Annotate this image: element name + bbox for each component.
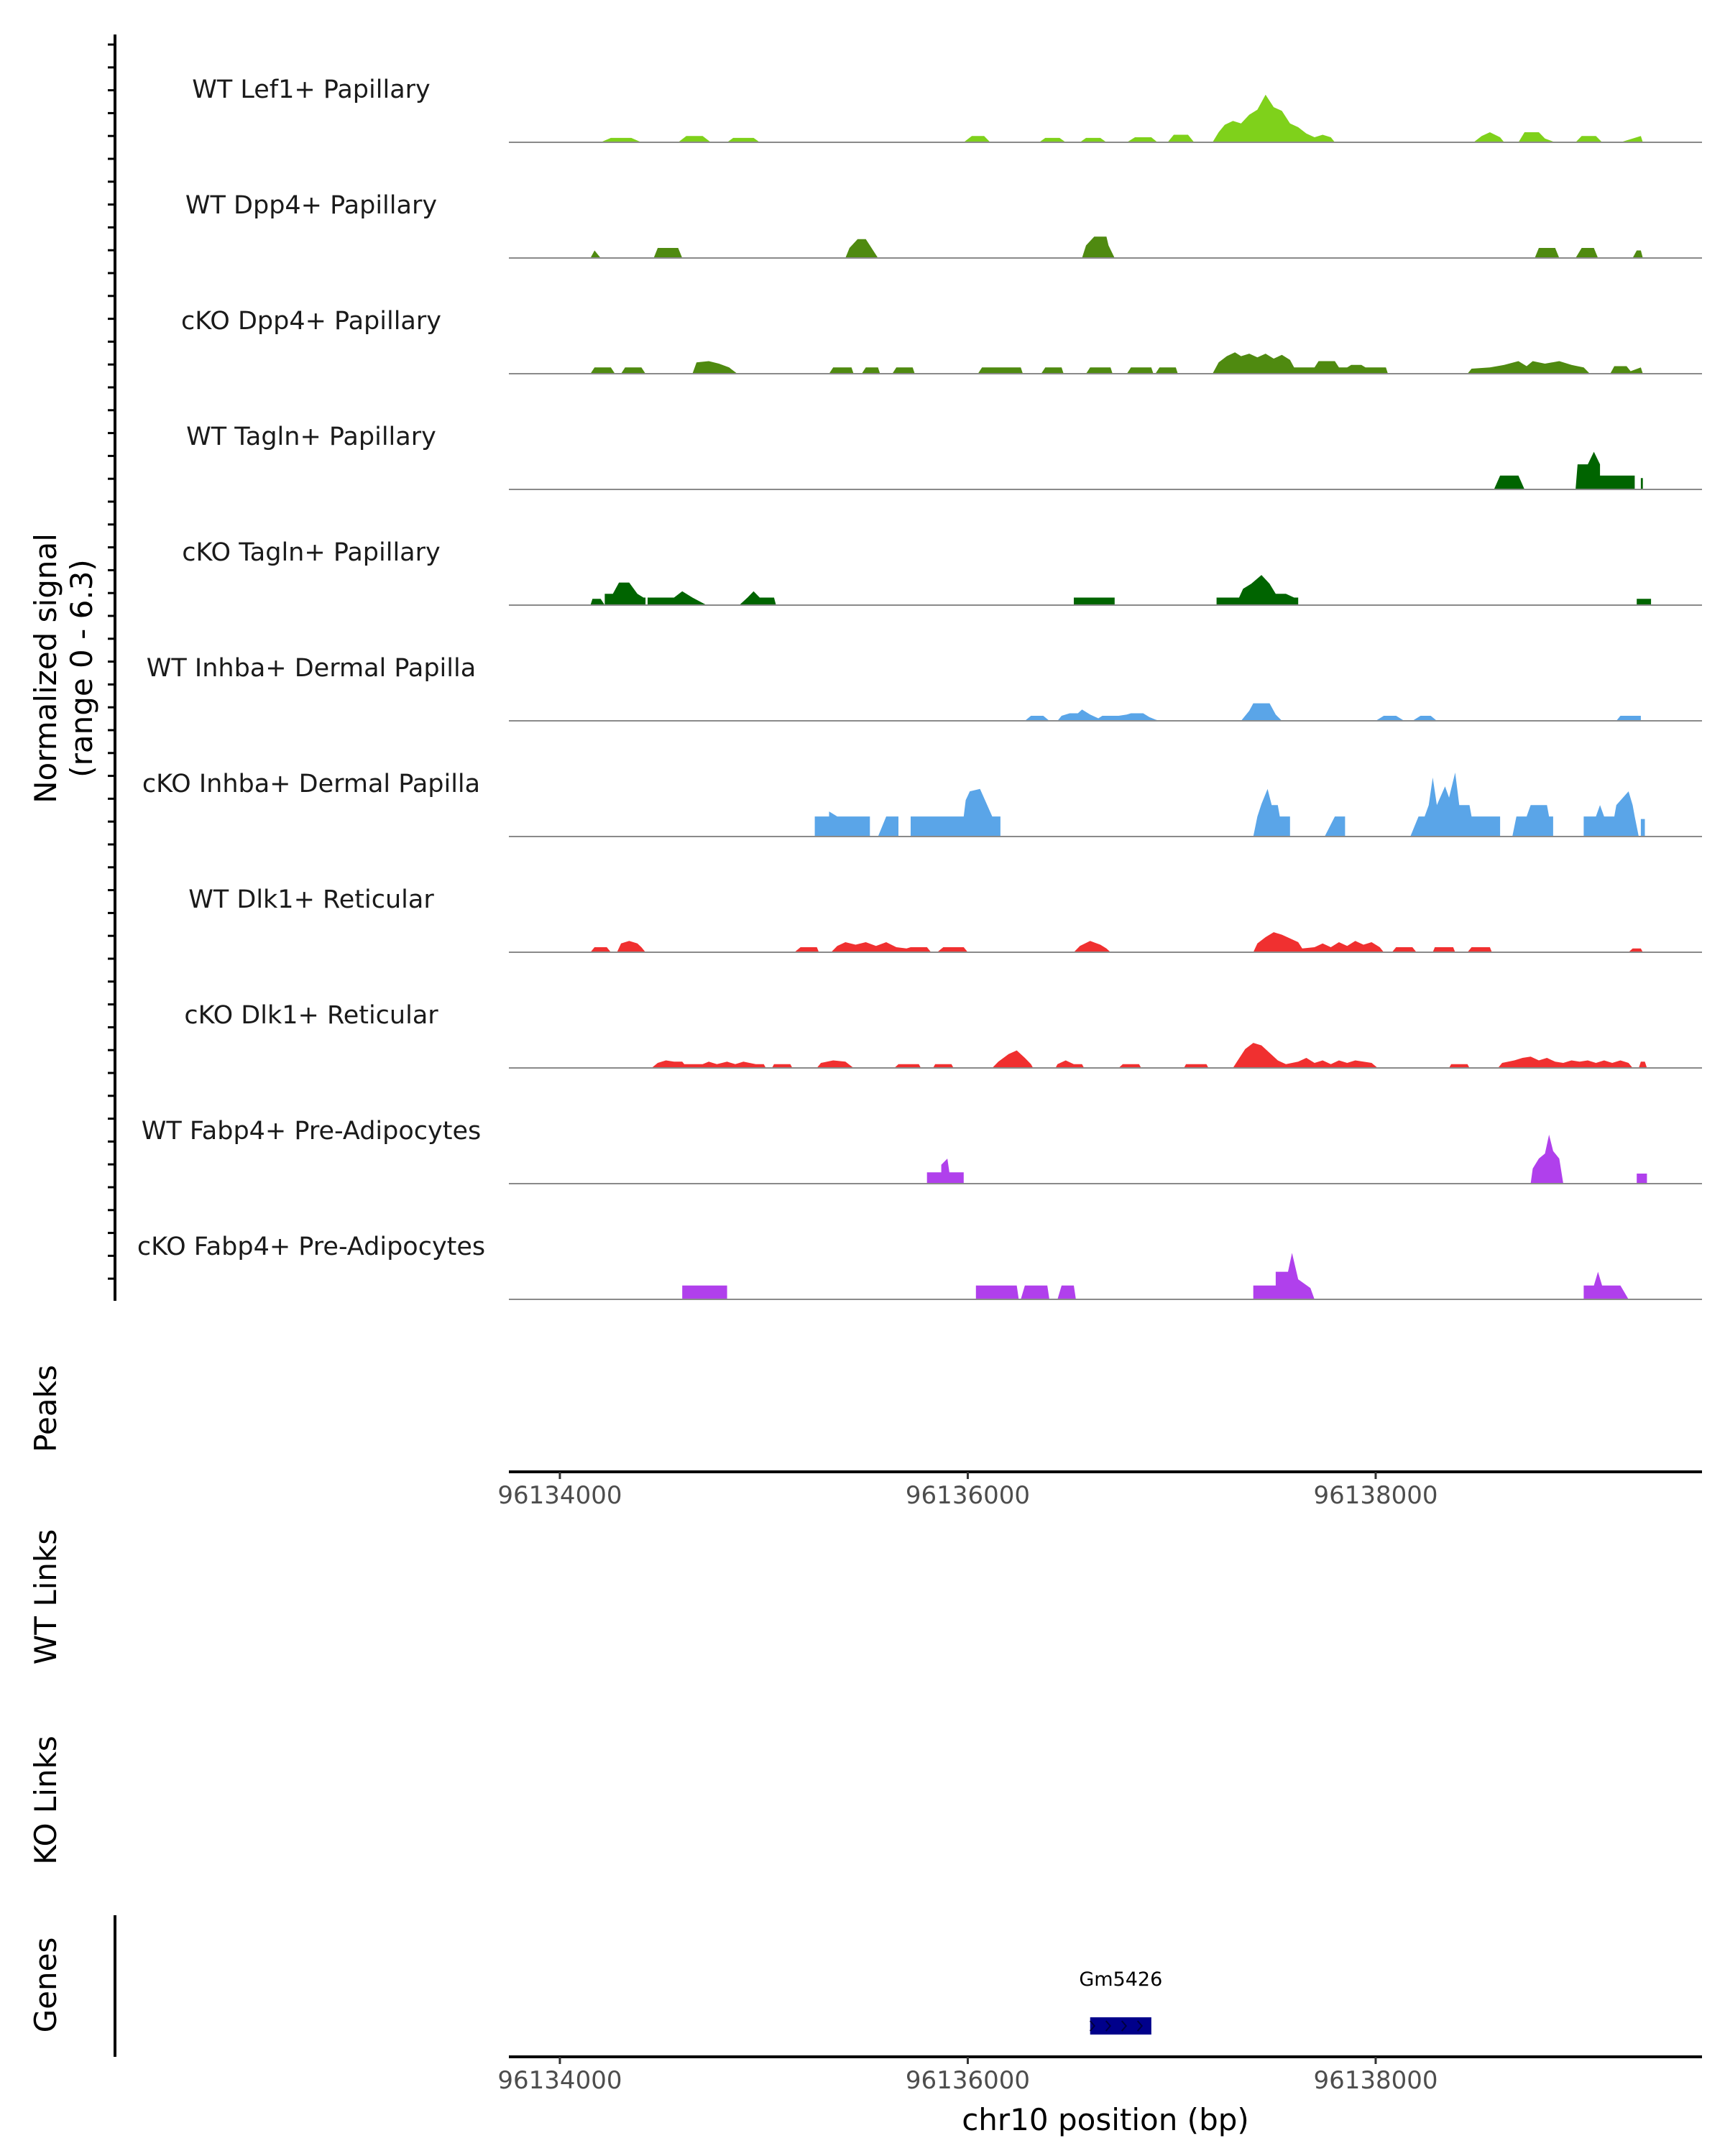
peaks-x-axis: 96134000 96136000 96138000 [497, 1470, 1702, 1510]
track-label: WT Dpp4+ Papillary [185, 191, 437, 220]
track-signal-area [590, 575, 1652, 605]
track-signal-area [590, 932, 1643, 952]
x-tick-label: 96138000 [1313, 1481, 1438, 1510]
x-tick-label: 96138000 [1313, 2066, 1438, 2095]
track-label: WT Lef1+ Papillary [192, 75, 431, 104]
track-label: cKO Fabp4+ Pre-Adipocytes [137, 1233, 485, 1261]
track-signal-area [590, 236, 1643, 258]
track-label: cKO Dlk1+ Reticular [184, 1001, 438, 1030]
track-10: cKO Fabp4+ Pre-Adipocytes [137, 1233, 1702, 1300]
track-0: WT Lef1+ Papillary [192, 75, 1702, 143]
genes-x-axis: 96134000 96136000 96138000 [497, 2055, 1702, 2095]
track-4: cKO Tagln+ Papillary [182, 538, 1702, 606]
track-label: cKO Dpp4+ Papillary [181, 307, 441, 336]
peaks-panel-label: Peaks [28, 1365, 63, 1452]
gene-name-label: Gm5426 [1079, 1968, 1162, 1991]
track-label: WT Tagln+ Papillary [186, 423, 436, 451]
x-tick-label: 96134000 [497, 1481, 622, 1510]
track-signal-area [600, 94, 1643, 142]
strand-arrow [1089, 2020, 1096, 2032]
track-1: WT Dpp4+ Papillary [185, 191, 1702, 259]
strand-arrow [1136, 2020, 1144, 2032]
track-label: WT Dlk1+ Reticular [188, 885, 434, 914]
x-tick-label: 96134000 [497, 2066, 622, 2095]
track-label: WT Fabp4+ Pre-Adipocytes [142, 1117, 481, 1146]
track-9: WT Fabp4+ Pre-Adipocytes [142, 1117, 1702, 1184]
track-label: WT Inhba+ Dermal Papilla [147, 654, 476, 683]
track-signal-area [1024, 703, 1641, 721]
coverage-tracks: WT Lef1+ Papillary WT Dpp4+ Papillary cKO … [137, 75, 1702, 1300]
y-axis-label: Normalized signal [28, 533, 63, 803]
x-axis-label: chr10 position (bp) [962, 2102, 1249, 2137]
x-tick-label: 96136000 [906, 1481, 1030, 1510]
track-label: cKO Tagln+ Papillary [182, 538, 441, 567]
y-axis-label-range: (range 0 - 6.3) [64, 559, 99, 778]
coverage-y-axis [108, 34, 116, 1301]
track-signal-area [814, 773, 1645, 837]
track-5: WT Inhba+ Dermal Papilla [147, 654, 1702, 722]
x-tick-label: 96136000 [906, 2066, 1030, 2095]
track-2: cKO Dpp4+ Papillary [181, 307, 1702, 374]
gene-track: Gm5426 [1079, 1968, 1162, 2035]
track-label: cKO Inhba+ Dermal Papilla [142, 770, 480, 798]
wt-links-panel-label: WT Links [28, 1529, 63, 1664]
track-signal-area [590, 352, 1643, 374]
ko-links-panel-label: KO Links [28, 1736, 63, 1865]
track-signal-area [1494, 451, 1643, 489]
track-signal-area [651, 1043, 1647, 1068]
track-7: WT Dlk1+ Reticular [188, 885, 1702, 953]
track-8: cKO Dlk1+ Reticular [184, 1001, 1702, 1069]
strand-arrow [1105, 2020, 1112, 2032]
genes-panel-label: Genes [28, 1938, 63, 2033]
strand-arrow [1121, 2020, 1128, 2032]
track-3: WT Tagln+ Papillary [186, 423, 1702, 490]
track-6: cKO Inhba+ Dermal Papilla [142, 770, 1702, 837]
